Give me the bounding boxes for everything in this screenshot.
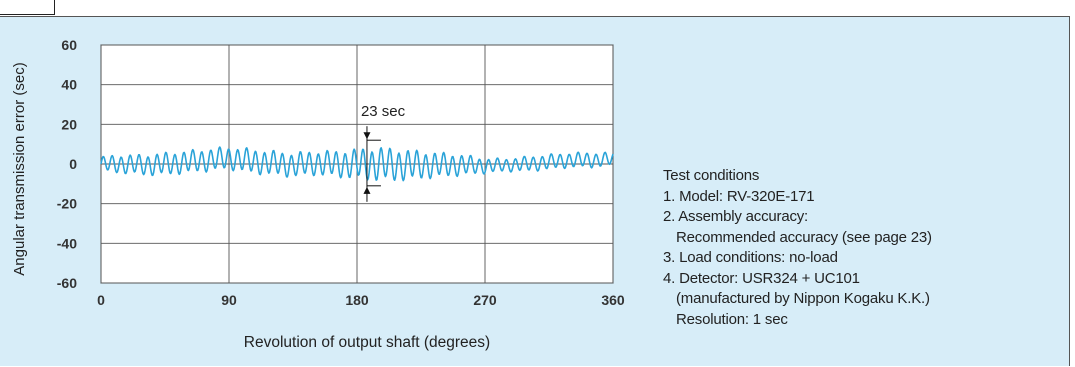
condition-model: 1. Model: RV-320E-171 — [663, 187, 815, 205]
x-tick-label: 270 — [473, 292, 497, 308]
y-tick-label: -60 — [57, 275, 77, 291]
y-tick-label: -20 — [57, 196, 77, 212]
condition-assembly: 2. Assembly accuracy: — [663, 208, 809, 225]
conditions-heading: Test conditions — [663, 167, 760, 184]
x-tick-label: 180 — [345, 292, 369, 308]
corner-tab — [0, 0, 55, 15]
annotation-arrow-up — [363, 132, 371, 140]
y-tick-label: 40 — [61, 77, 77, 93]
y-tick-labels: 60 40 20 0 -20 -40 -60 — [57, 37, 77, 291]
series-line — [100, 146, 614, 182]
x-tick-label: 0 — [97, 292, 105, 308]
x-tick-label: 90 — [221, 292, 237, 308]
y-tick-label: 60 — [61, 37, 77, 53]
y-tick-label: 20 — [61, 116, 77, 132]
y-tick-label: 0 — [69, 156, 77, 172]
annotation-arrow-down — [363, 186, 371, 194]
series-path — [100, 146, 614, 182]
y-tick-label: -40 — [57, 235, 77, 251]
condition-assembly-detail: Recommended accuracy (see page 23) — [676, 228, 932, 246]
test-conditions: Test conditions 1. Model: RV-320E-171 2.… — [663, 166, 932, 330]
peak-annotation: 23 sec — [361, 103, 406, 202]
x-tick-labels: 0 90 180 270 360 — [97, 292, 625, 308]
y-axis-label: Angular transmission error (sec) — [11, 62, 28, 275]
condition-detector-maker: (manufactured by Nippon Kogaku K.K.) — [676, 290, 930, 307]
condition-load: 3. Load conditions: no-load — [663, 249, 838, 266]
transmission-error-chart: 23 sec 60 40 20 0 -20 -40 -60 0 90 180 270 360 Ang… — [11, 37, 625, 351]
x-tick-label: 360 — [601, 292, 625, 308]
condition-resolution: Resolution: 1 sec — [676, 310, 788, 328]
condition-detector: 4. Detector: USR324 + UC101 — [663, 269, 860, 287]
annotation-label: 23 sec — [361, 103, 406, 120]
x-axis-label: Revolution of output shaft (degrees) — [244, 334, 490, 351]
